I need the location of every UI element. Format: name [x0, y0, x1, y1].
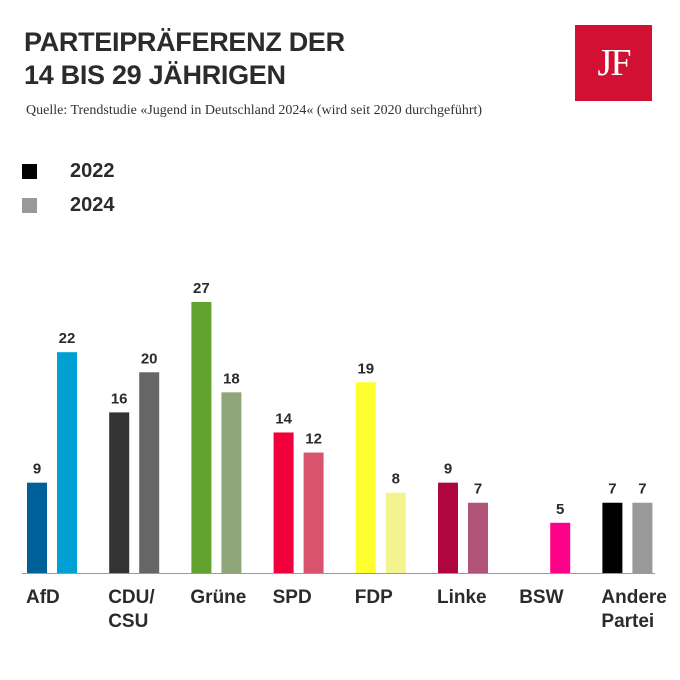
bar-spd-2022: [273, 432, 294, 573]
bar-bsw-2024: [550, 522, 571, 573]
bar-afd-2024: [57, 352, 77, 573]
chart-legend: 2022 2024: [22, 154, 115, 222]
category-label-grüne: Grüne: [190, 587, 246, 608]
category-label-fdp: FDP: [355, 587, 393, 608]
bar-fdp-2022: [355, 382, 376, 573]
category-label-bsw: BSW: [519, 587, 563, 608]
category-label-cdu-csu-line-2: CSU: [108, 611, 148, 632]
bar-grüne-2022: [191, 302, 212, 573]
bar-value-label-grüne-2024: 18: [223, 370, 240, 387]
bar-afd-2022: [27, 482, 47, 573]
legend-item-2024: 2024: [22, 188, 115, 222]
bar-anderepartei-2024: [632, 502, 653, 573]
category-label-afd: AfD: [26, 587, 60, 608]
category-label-linke: Linke: [437, 587, 487, 608]
bar-fdp-2024: [385, 492, 406, 573]
bar-value-label-linke-2024: 7: [474, 481, 482, 498]
category-label-spd: SPD: [273, 587, 312, 608]
bar-value-label-afd-2022: 9: [33, 461, 41, 478]
legend-label-2024: 2024: [70, 193, 115, 216]
legend-item-2022: 2022: [22, 154, 115, 188]
bar-value-label-fdp-2022: 19: [357, 360, 374, 377]
bar-value-label-linke-2022: 9: [444, 461, 452, 478]
chart-title-line-1: PARTEIPRÄFERENZ DER: [24, 27, 345, 57]
bar-value-label-fdp-2024: 8: [392, 471, 400, 488]
bar-cdu-csu-2024: [139, 372, 160, 573]
bar-grüne-2024: [221, 392, 242, 573]
chart-title: PARTEIPRÄFERENZ DER 14 BIS 29 JÄHRIGEN: [24, 26, 345, 92]
legend-swatch-2024: [22, 197, 37, 213]
bar-anderepartei-2022: [602, 502, 623, 573]
category-label-anderepartei-line-2: Partei: [601, 611, 654, 632]
brand-logo-text: JF: [597, 42, 632, 84]
bar-value-label-bsw-2024: 5: [556, 501, 564, 518]
bar-value-label-cdu-csu-2024: 20: [141, 350, 158, 367]
bar-linke-2024: [468, 502, 488, 573]
legend-swatch-2022: [22, 163, 37, 179]
bar-cdu-csu-2022: [109, 412, 130, 573]
chart-source: Quelle: Trendstudie «Jugend in Deutschla…: [26, 103, 483, 118]
category-label-cdu-csu-line-1: CDU/: [108, 587, 155, 608]
bar-value-label-anderepartei-2022: 7: [608, 481, 616, 498]
bar-value-label-grüne-2022: 27: [193, 280, 210, 297]
bar-value-label-anderepartei-2024: 7: [638, 481, 646, 498]
bar-value-label-cdu-csu-2022: 16: [111, 390, 128, 407]
legend-label-2022: 2022: [70, 159, 115, 182]
brand-logo: JF: [575, 25, 652, 101]
chart-title-line-2: 14 BIS 29 JÄHRIGEN: [24, 60, 286, 90]
bar-value-label-afd-2024: 22: [59, 330, 76, 347]
bar-spd-2024: [303, 452, 324, 573]
category-label-anderepartei-line-1: Andere: [601, 587, 666, 608]
bar-linke-2022: [438, 482, 458, 573]
bar-value-label-spd-2022: 14: [275, 410, 292, 427]
bar-value-label-spd-2024: 12: [305, 431, 322, 448]
